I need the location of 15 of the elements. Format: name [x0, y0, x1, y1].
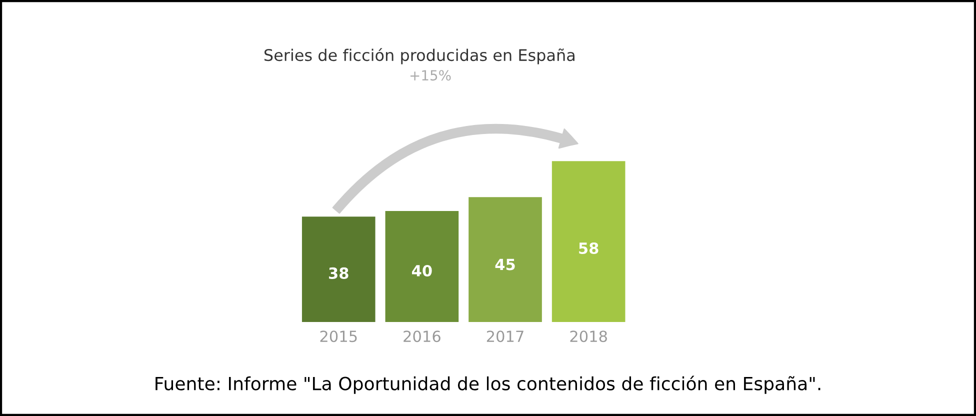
chart-title: Series de ficción producidas en España: [264, 48, 574, 64]
bar: [302, 216, 376, 322]
source-note: Fuente: Informe "La Oportunidad de los contenidos de ficción en España".: [156, 376, 820, 394]
x-tick-label: 2017: [486, 330, 524, 342]
bar: [552, 161, 626, 322]
data-label: 40: [412, 264, 432, 276]
x-tick-label: 2018: [570, 330, 607, 342]
text: +15%: [410, 70, 451, 81]
x-tick-label: 2016: [404, 330, 440, 342]
data-label: 45: [495, 258, 515, 270]
bar: [385, 211, 459, 322]
data-label: 38: [329, 267, 348, 279]
bar: [468, 197, 542, 322]
x-tick-label: 2015: [320, 330, 357, 342]
data-label: 58: [579, 242, 598, 254]
